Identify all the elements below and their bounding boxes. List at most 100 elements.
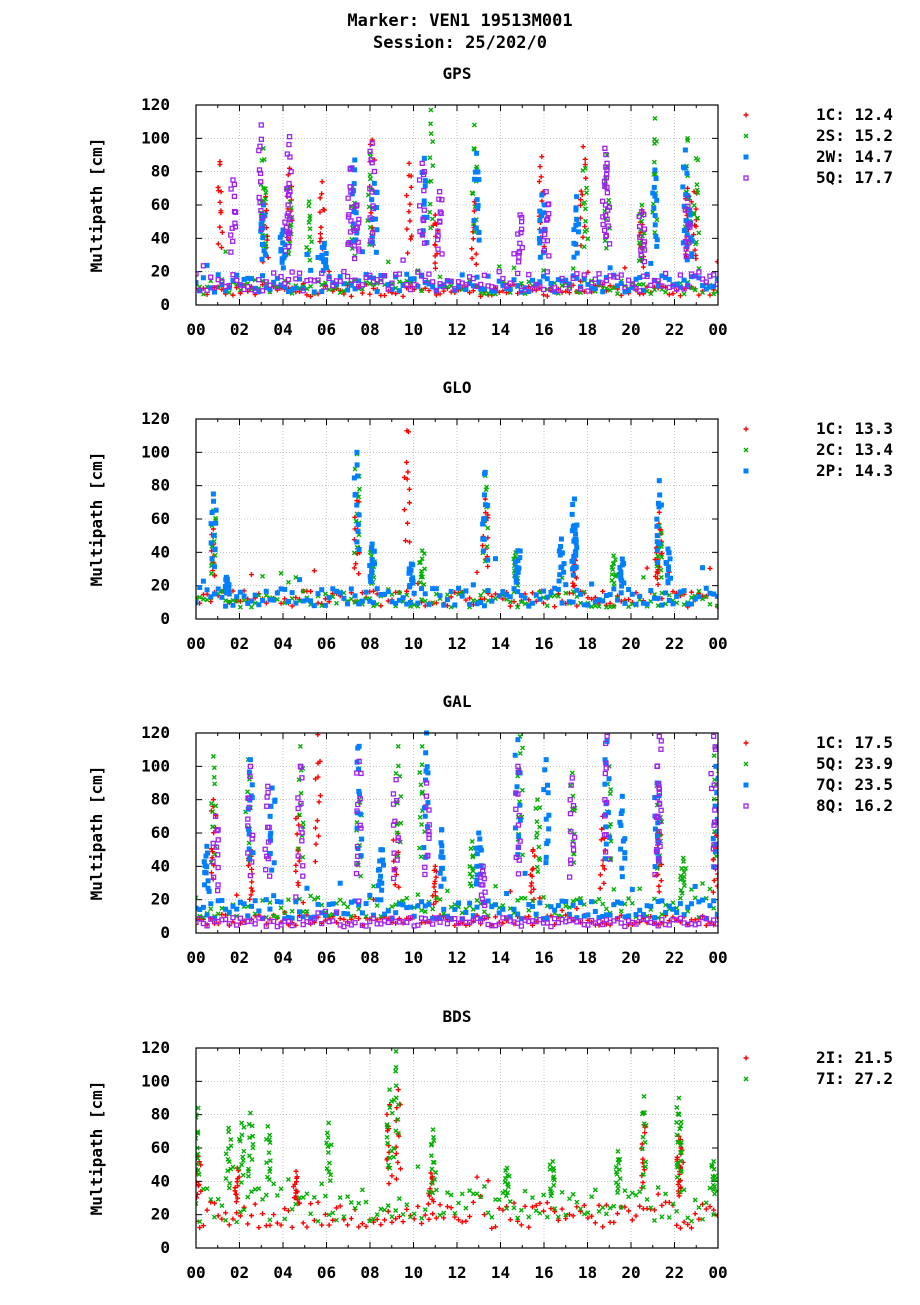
open-square-marker xyxy=(658,807,664,813)
plus-marker xyxy=(566,290,572,296)
plus-marker xyxy=(507,1217,513,1223)
square-marker xyxy=(574,587,580,593)
square-marker xyxy=(315,591,321,597)
square-marker xyxy=(351,475,357,481)
cross-marker xyxy=(596,1208,602,1214)
open-square-marker xyxy=(417,203,423,209)
cross-marker xyxy=(378,1206,384,1212)
square-marker xyxy=(573,548,579,554)
square-marker xyxy=(622,289,628,295)
plus-marker xyxy=(405,469,411,475)
square-marker xyxy=(607,592,613,598)
open-square-marker xyxy=(448,278,454,284)
open-square-marker xyxy=(228,232,234,238)
open-square-marker xyxy=(657,818,663,825)
square-marker xyxy=(477,845,483,851)
square-marker xyxy=(533,282,539,288)
cross-marker xyxy=(522,895,528,901)
cross-marker xyxy=(250,1141,256,1147)
cross-marker xyxy=(481,909,487,915)
plus-marker xyxy=(448,594,454,600)
plus-marker xyxy=(676,1193,682,1199)
square-marker xyxy=(439,827,445,833)
square-marker xyxy=(555,903,561,909)
cross-marker xyxy=(716,768,718,774)
square-marker xyxy=(377,866,383,872)
plus-marker xyxy=(247,896,253,902)
x-tick-label: 08 xyxy=(360,320,379,339)
square-marker xyxy=(293,285,299,291)
open-square-marker xyxy=(436,196,442,202)
open-square-marker xyxy=(356,898,362,904)
square-marker xyxy=(209,556,215,562)
plus-marker xyxy=(710,889,716,895)
open-square-marker xyxy=(390,801,397,807)
open-square-marker xyxy=(516,248,523,255)
open-square-marker xyxy=(653,846,660,853)
open-square-marker xyxy=(315,277,321,283)
square-marker xyxy=(396,901,402,907)
open-square-marker xyxy=(683,246,689,252)
plus-marker xyxy=(208,1199,214,1205)
square-marker xyxy=(526,902,532,908)
cross-marker xyxy=(534,797,540,803)
cross-marker xyxy=(430,1127,436,1133)
open-square-marker xyxy=(419,160,425,166)
plus-marker xyxy=(692,917,698,923)
plus-marker xyxy=(589,596,595,602)
open-square-marker xyxy=(395,837,401,844)
open-square-marker xyxy=(600,221,606,228)
plus-marker xyxy=(319,179,325,185)
square-marker xyxy=(557,572,563,578)
cross-marker xyxy=(615,1148,621,1154)
square-marker xyxy=(541,226,547,232)
y-tick-label: 80 xyxy=(151,790,170,809)
plus-marker xyxy=(316,833,322,839)
cross-marker xyxy=(611,1203,617,1209)
cross-marker xyxy=(636,240,642,246)
cross-marker xyxy=(640,1171,646,1177)
plus-marker xyxy=(218,189,224,195)
plus-marker xyxy=(219,229,225,235)
x-tick-label: 06 xyxy=(317,1263,336,1282)
square-marker xyxy=(319,252,325,258)
open-square-marker xyxy=(422,916,428,922)
open-square-marker xyxy=(570,803,577,809)
cross-marker xyxy=(341,1214,347,1220)
open-square-marker xyxy=(421,240,428,246)
square-marker xyxy=(684,232,690,238)
open-square-marker xyxy=(602,183,608,189)
square-marker xyxy=(663,275,669,281)
open-square-marker xyxy=(714,921,718,927)
plus-marker xyxy=(707,565,713,571)
square-marker xyxy=(407,582,413,588)
square-marker xyxy=(234,906,240,912)
cross-marker xyxy=(600,1204,606,1210)
square-marker xyxy=(237,589,243,595)
square-marker xyxy=(404,271,410,277)
open-square-marker xyxy=(311,916,317,922)
cross-marker xyxy=(743,1076,749,1082)
open-square-marker xyxy=(426,807,432,813)
cross-marker xyxy=(200,1186,206,1192)
cross-marker xyxy=(208,1196,214,1202)
square-marker xyxy=(692,883,698,889)
open-square-marker xyxy=(644,916,650,922)
y-tick-label: 100 xyxy=(141,442,170,461)
cross-marker xyxy=(407,1214,413,1220)
cross-marker xyxy=(345,1194,351,1200)
square-marker xyxy=(654,547,660,553)
open-square-marker xyxy=(326,275,332,281)
x-tick-label: 08 xyxy=(360,1263,379,1282)
square-marker xyxy=(211,498,217,504)
open-square-marker xyxy=(285,276,292,283)
legend-item-1c: 1C: 13.3 xyxy=(743,419,893,438)
open-square-marker xyxy=(478,281,484,288)
plus-marker xyxy=(607,600,613,606)
open-square-marker xyxy=(270,270,277,276)
square-marker xyxy=(569,558,575,564)
square-marker xyxy=(592,286,598,292)
plus-marker xyxy=(386,1181,392,1187)
square-marker xyxy=(543,854,549,860)
open-square-marker xyxy=(215,864,221,871)
